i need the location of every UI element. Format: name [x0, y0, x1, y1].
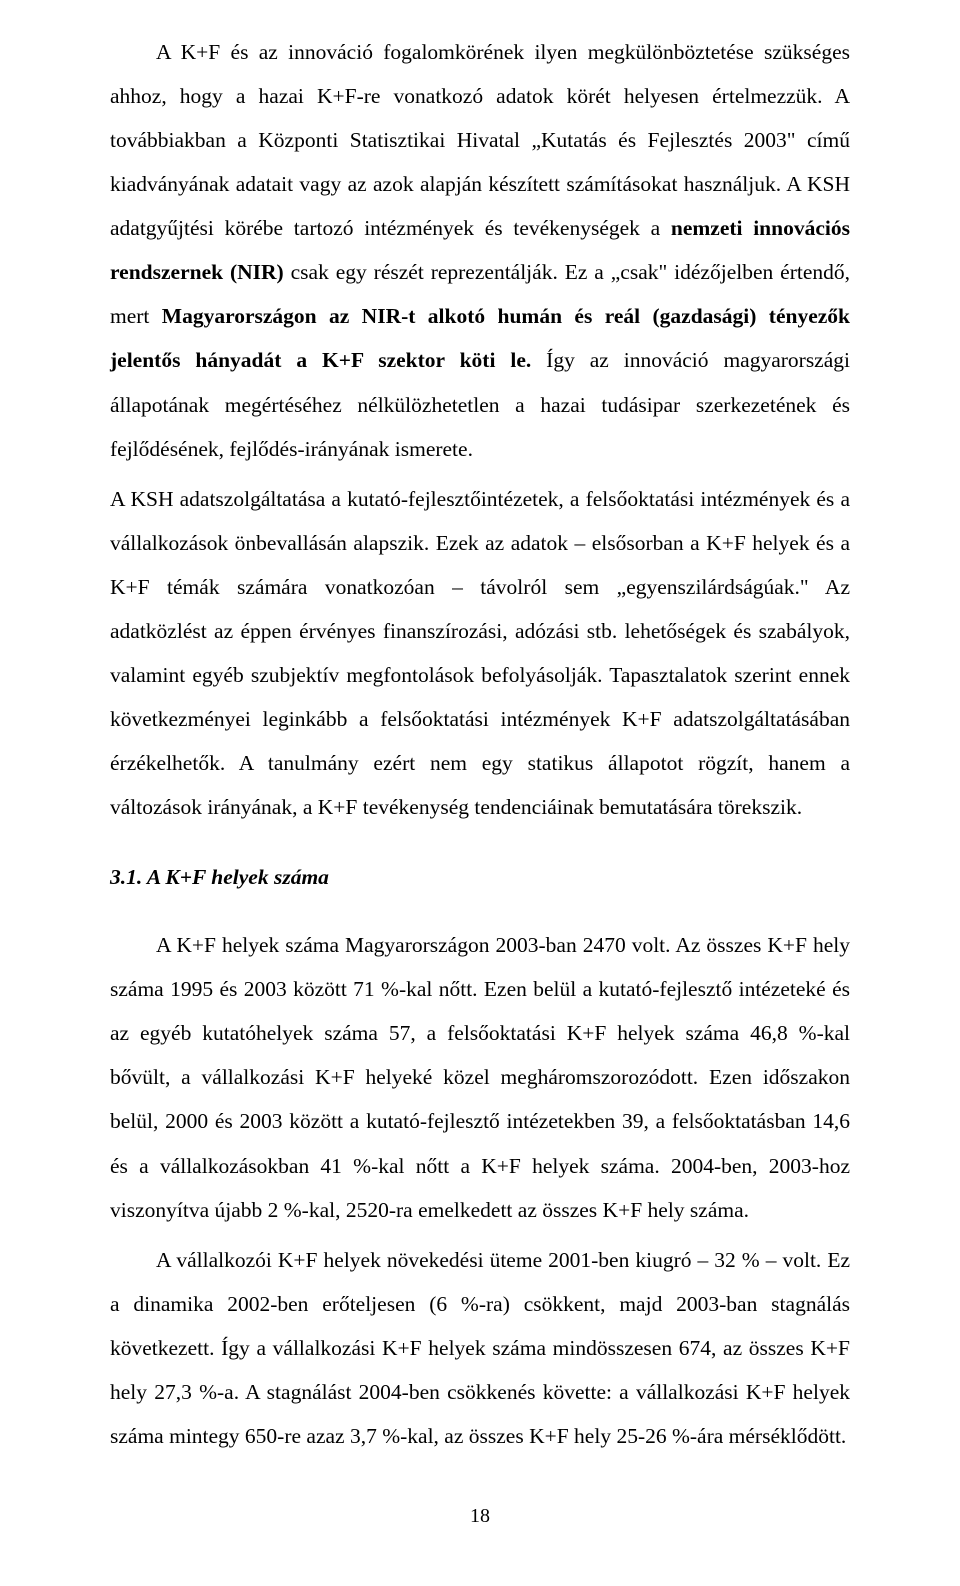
paragraph-4: A vállalkozói K+F helyek növekedési ütem…: [110, 1238, 850, 1458]
page-number: 18: [110, 1506, 850, 1526]
section-heading: 3.1. A K+F helyek száma: [110, 855, 850, 899]
paragraph-2: A KSH adatszolgáltatása a kutató-fejlesz…: [110, 477, 850, 830]
document-page: A K+F és az innováció fogalomkörének ily…: [0, 0, 960, 1586]
paragraph-3: A K+F helyek száma Magyarországon 2003-b…: [110, 923, 850, 1231]
paragraph-1: A K+F és az innováció fogalomkörének ily…: [110, 30, 850, 471]
paragraph-1-text-a: A K+F és az innováció fogalomkörének ily…: [110, 40, 850, 240]
